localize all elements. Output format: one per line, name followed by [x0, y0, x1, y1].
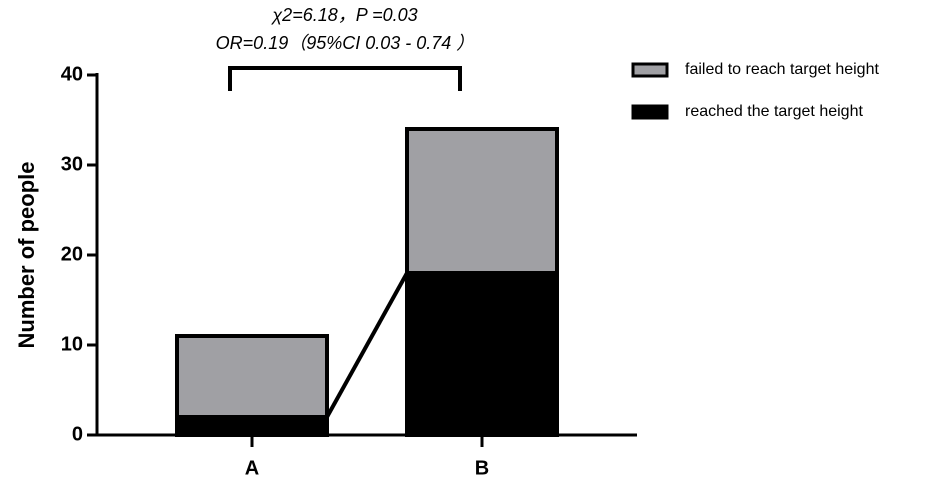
x-tick-label: A — [245, 457, 259, 479]
y-tick-label: 20 — [61, 243, 83, 265]
annotation: χ2=6.18，P =0.03 — [270, 5, 417, 25]
y-tick-label: 40 — [61, 63, 83, 85]
legend-label: reached the target height — [685, 103, 863, 120]
bar-segment — [175, 334, 329, 419]
legend-swatch — [631, 62, 669, 78]
bar-segment — [405, 127, 559, 275]
annotation: OR=0.19（95%CI 0.03 - 0.74 ） — [216, 33, 475, 53]
connector-line — [325, 272, 409, 418]
y-tick-label: 0 — [72, 423, 83, 445]
y-axis-title: Number of people — [14, 161, 39, 348]
bar-segment — [175, 415, 329, 437]
significance-bracket — [228, 66, 462, 91]
y-tick-label: 10 — [61, 333, 83, 355]
legend-swatch — [631, 104, 669, 120]
x-tick-label: B — [475, 457, 489, 479]
legend-label: failed to reach target height — [685, 61, 879, 78]
y-tick-label: 30 — [61, 153, 83, 175]
bar-segment — [405, 271, 559, 437]
